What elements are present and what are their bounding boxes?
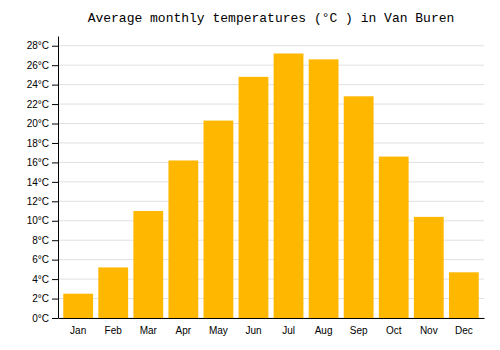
y-tick-label: 16°C (27, 157, 49, 168)
y-tick-label: 14°C (27, 177, 49, 188)
y-tick: 20°C (27, 118, 58, 129)
x-tick-label: Sep (350, 325, 368, 336)
y-tick-label: 22°C (27, 99, 49, 110)
title: Average monthly temperatures (°C ) in Va… (88, 11, 455, 26)
x-tick: Jul (282, 325, 295, 336)
x-tick: Jan (70, 325, 86, 336)
bar (414, 217, 444, 318)
plot-area (63, 54, 478, 318)
y-tick-label: 26°C (27, 60, 49, 71)
y-tick: 6°C (32, 254, 58, 265)
y-tick-mark (52, 240, 58, 241)
bar (63, 294, 93, 318)
y-tick-mark (52, 162, 58, 163)
y-tick-label: 4°C (32, 274, 49, 285)
y-tick: 12°C (27, 196, 58, 207)
grid-line (58, 104, 484, 105)
x-tick: Nov (420, 325, 438, 336)
x-tick-label: Apr (176, 325, 192, 336)
x-tick: May (209, 325, 228, 336)
y-tick-label: 6°C (32, 254, 49, 265)
x-axis: Jan Feb Mar Apr May Jun Jul Aug Sep Oct Nov Dec (59, 319, 485, 337)
grid-line (58, 162, 484, 163)
y-tick: 14°C (27, 177, 58, 188)
y-tick-mark (52, 260, 58, 261)
y-tick-mark (52, 318, 58, 319)
y-tick: 10°C (27, 215, 58, 226)
x-tick-label: Nov (420, 325, 438, 336)
x-tick-label: Feb (105, 325, 123, 336)
y-tick: 28°C (27, 40, 58, 51)
y-tick-mark (52, 85, 58, 86)
y-tick: 24°C (27, 79, 58, 90)
y-tick: 18°C (27, 138, 58, 149)
bar (204, 121, 234, 318)
y-tick: 26°C (27, 60, 58, 71)
x-tick-label: Mar (140, 325, 158, 336)
y-tick-mark (52, 201, 58, 202)
bar (309, 59, 339, 318)
grid-line (58, 201, 484, 202)
x-tick: Feb (105, 325, 123, 336)
y-tick-mark (52, 299, 58, 300)
bar (449, 272, 479, 318)
bar (239, 77, 269, 318)
y-tick: 4°C (32, 274, 58, 285)
x-tick-label: Jul (282, 325, 295, 336)
chart: 0°C 2°C 4°C 6°C 8°C 10°C 12°C 14°C 16°C 18°C 20°C 2… (0, 0, 500, 350)
grid-line (58, 181, 484, 182)
bar (168, 160, 198, 318)
x-tick: Aug (315, 325, 333, 336)
x-tick: Dec (455, 325, 473, 336)
bar (379, 157, 409, 318)
y-tick-label: 10°C (27, 215, 49, 226)
grid-line (58, 65, 484, 66)
x-tick-label: May (209, 325, 228, 336)
y-axis-line (58, 37, 59, 319)
y-tick: 2°C (32, 293, 58, 304)
grid-line (58, 142, 484, 143)
y-tick-label: 0°C (32, 313, 49, 324)
y-tick: 16°C (27, 157, 58, 168)
y-axis: 0°C 2°C 4°C 6°C 8°C 10°C 12°C 14°C 16°C 18°C 20°C 2… (27, 37, 59, 324)
y-tick-label: 12°C (27, 196, 49, 207)
x-tick: Sep (350, 325, 368, 336)
bar (274, 54, 304, 318)
y-tick-mark (52, 65, 58, 66)
x-axis-line (59, 318, 485, 319)
grid-line (58, 123, 484, 124)
y-tick-mark (52, 124, 58, 125)
y-tick-label: 20°C (27, 118, 49, 129)
y-tick-mark (52, 104, 58, 105)
y-tick-mark (52, 46, 58, 47)
x-tick-label: Oct (386, 325, 402, 336)
y-tick-mark (52, 182, 58, 183)
bar (98, 267, 128, 318)
grid-line (58, 84, 484, 85)
bar (133, 211, 163, 318)
x-tick-label: Aug (315, 325, 333, 336)
y-tick-mark (52, 143, 58, 144)
y-tick-label: 2°C (32, 293, 49, 304)
x-tick: Jun (245, 325, 261, 336)
x-tick-label: Dec (455, 325, 473, 336)
grid (58, 46, 484, 318)
y-tick-label: 8°C (32, 235, 49, 246)
y-tick-mark (52, 221, 58, 222)
x-tick: Oct (386, 325, 402, 336)
y-tick: 22°C (27, 99, 58, 110)
y-tick-label: 24°C (27, 79, 49, 90)
y-tick: 8°C (32, 235, 58, 246)
y-tick-label: 28°C (27, 40, 49, 51)
x-tick-label: Jun (245, 325, 261, 336)
x-tick-label: Jan (70, 325, 86, 336)
x-tick: Mar (140, 325, 158, 336)
x-tick: Apr (176, 325, 192, 336)
y-tick-mark (52, 279, 58, 280)
y-tick: 0°C (32, 313, 58, 324)
bar (344, 96, 374, 318)
grid-line (58, 45, 484, 46)
y-tick-label: 18°C (27, 138, 49, 149)
